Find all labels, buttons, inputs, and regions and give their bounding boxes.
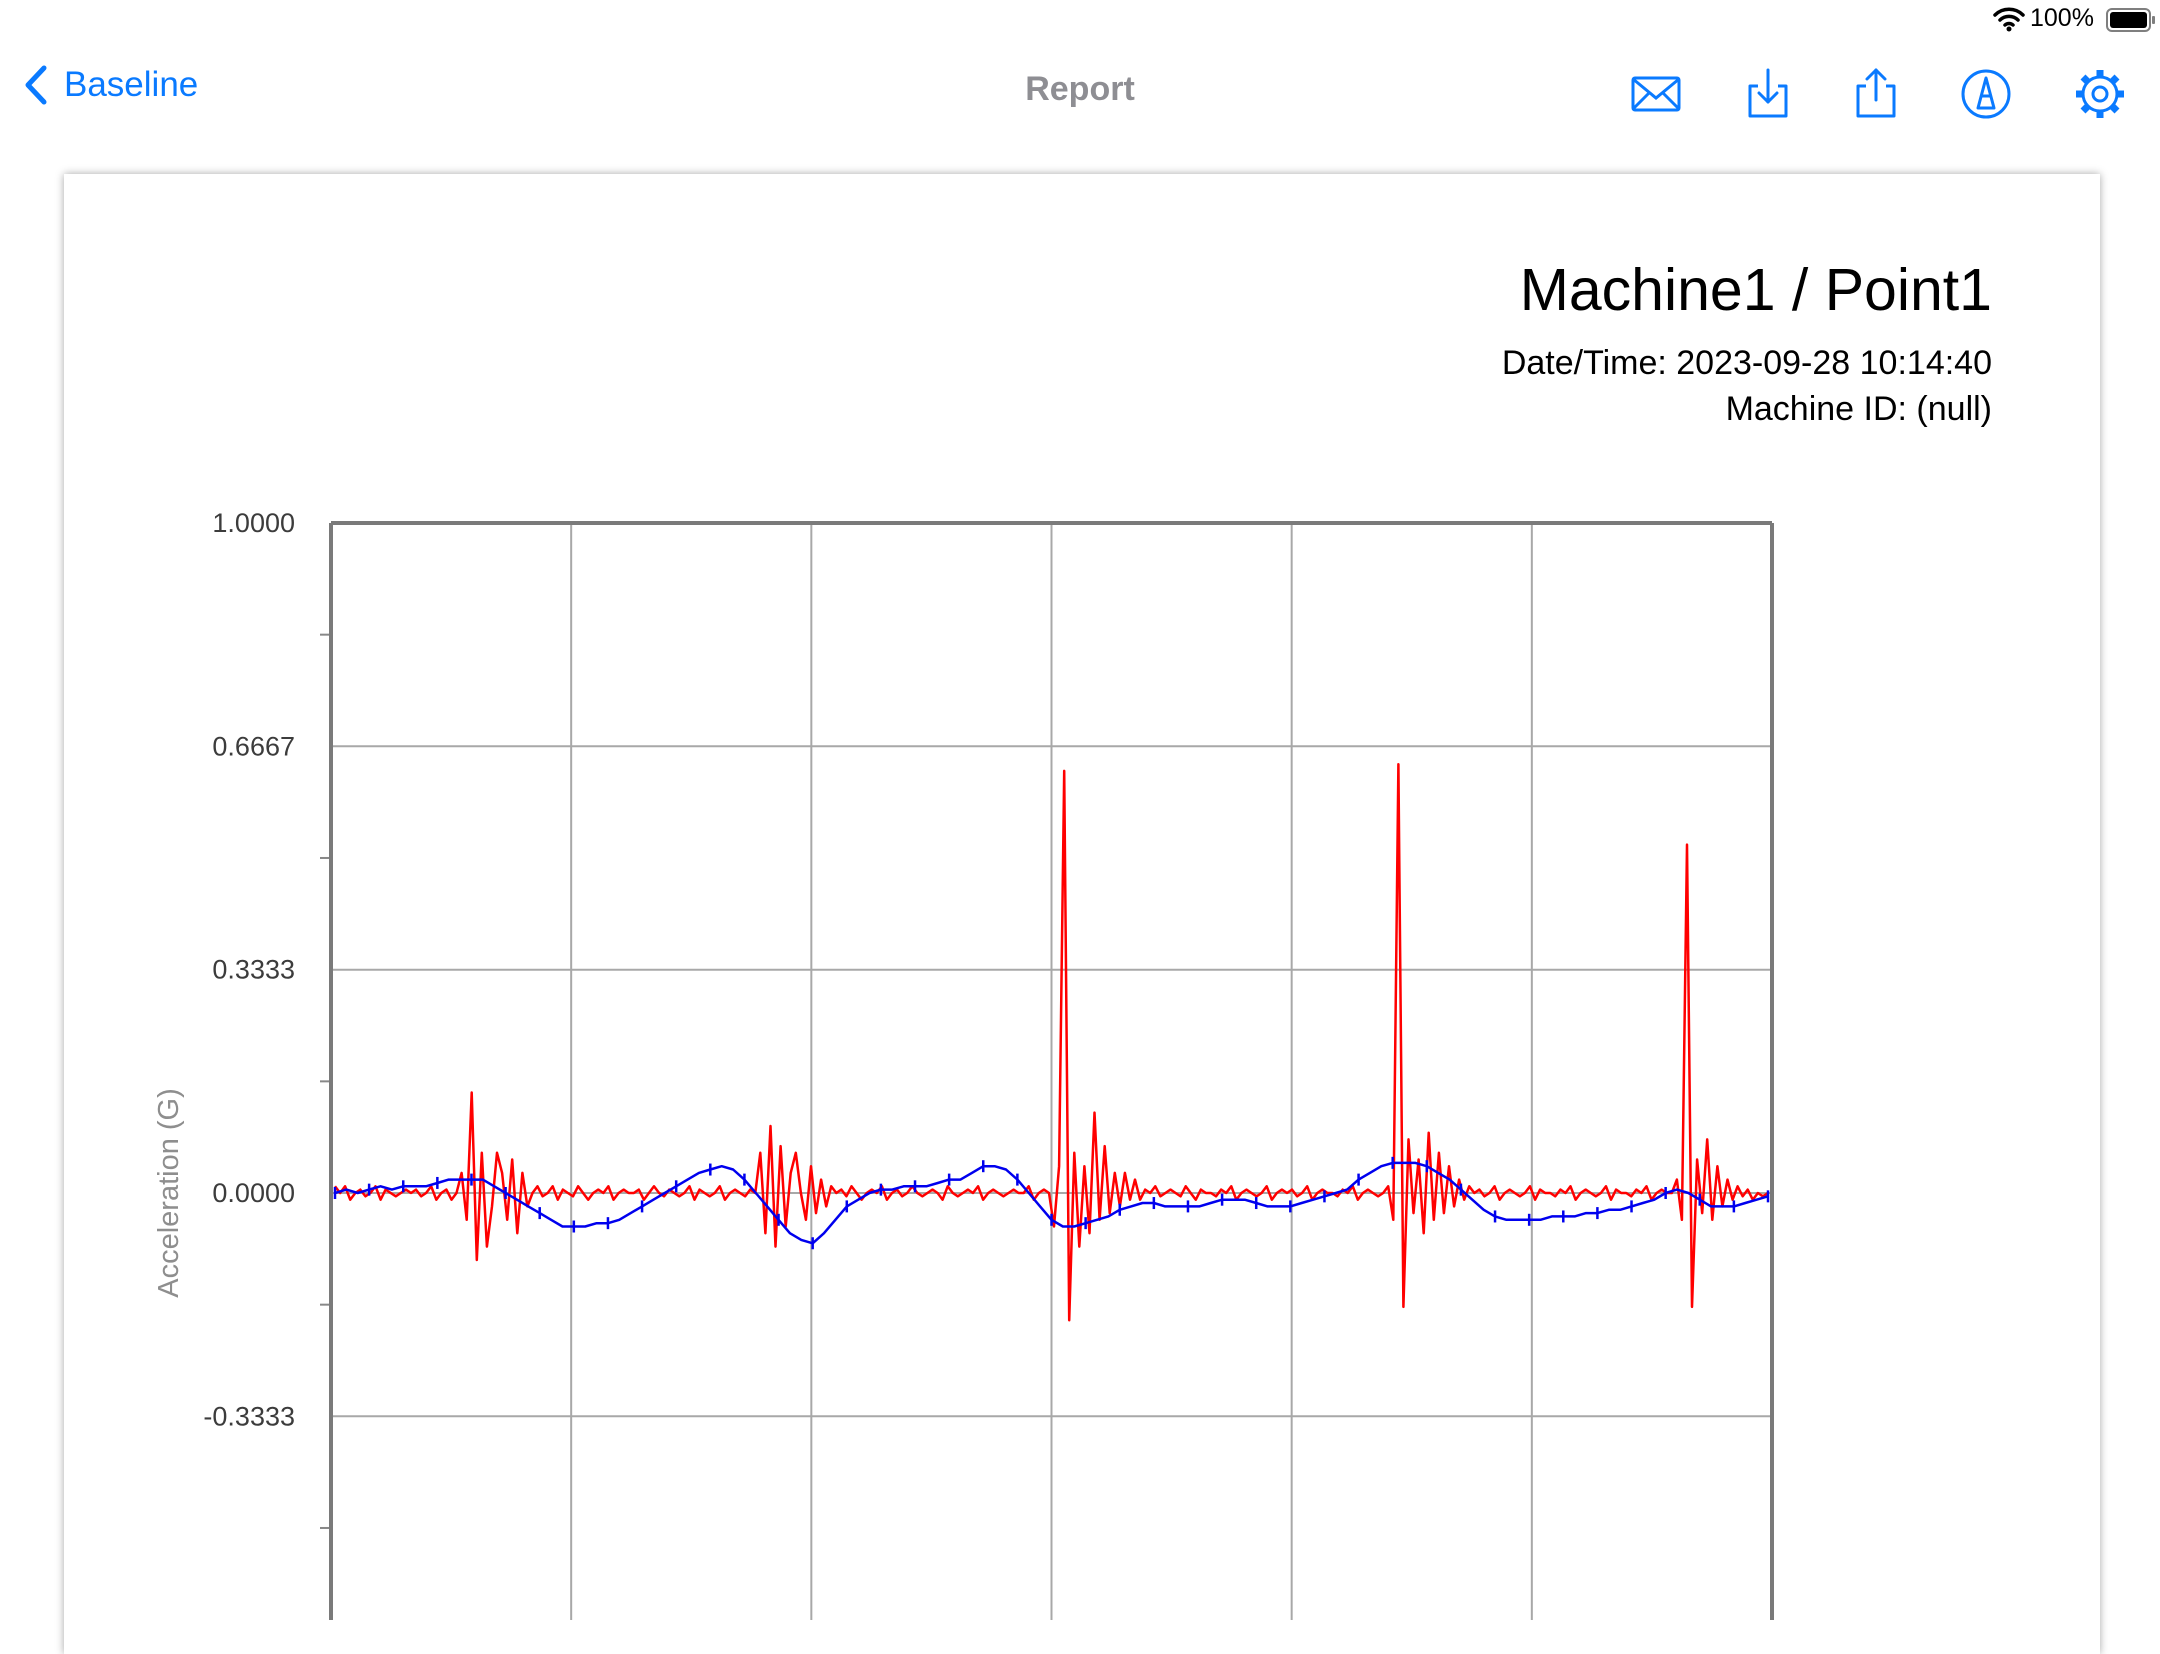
report-title: Machine1 / Point1	[1519, 257, 1992, 323]
acceleration-chart: 1.0000 0.6667 0.3333 0.0000 -0.3333 Accelerat…	[153, 508, 1774, 1620]
back-button[interactable]: Baseline	[22, 64, 198, 106]
chevron-left-icon	[22, 64, 52, 106]
y-tick-label: 0.3333	[212, 955, 295, 985]
navigation-bar: Baseline Report	[0, 44, 2160, 140]
battery-percentage: 100%	[2030, 4, 2094, 32]
envelope-icon[interactable]	[1628, 66, 1684, 122]
download-icon[interactable]	[1740, 66, 1796, 122]
report-machine-id: Machine ID: (null)	[1725, 390, 1992, 428]
series-line-0	[334, 762, 1769, 1322]
page-title: Report	[1025, 70, 1135, 108]
report-datetime: Date/Time: 2023-09-28 10:14:40	[1501, 344, 1992, 382]
status-bar: 100%	[0, 0, 2160, 44]
share-icon[interactable]	[1848, 66, 1904, 122]
markup-icon[interactable]	[1958, 66, 2014, 122]
wifi-icon	[1993, 6, 2025, 32]
report-document: Machine1 / Point1 Date/Time: 2023-09-28 …	[64, 174, 2100, 1654]
y-axis-label: Acceleration (G)	[153, 1088, 185, 1298]
gear-icon[interactable]	[2072, 66, 2128, 122]
y-tick-label: 0.6667	[212, 731, 295, 761]
back-button-label: Baseline	[64, 65, 199, 104]
y-tick-label: -0.3333	[203, 1401, 295, 1431]
battery-icon	[2106, 8, 2156, 32]
report-metadata: Date/Time: 2023-09-28 10:14:40 Machine I…	[1502, 340, 1992, 432]
y-tick-label: 1.0000	[212, 508, 295, 538]
y-tick-label: 0.0000	[212, 1178, 295, 1208]
